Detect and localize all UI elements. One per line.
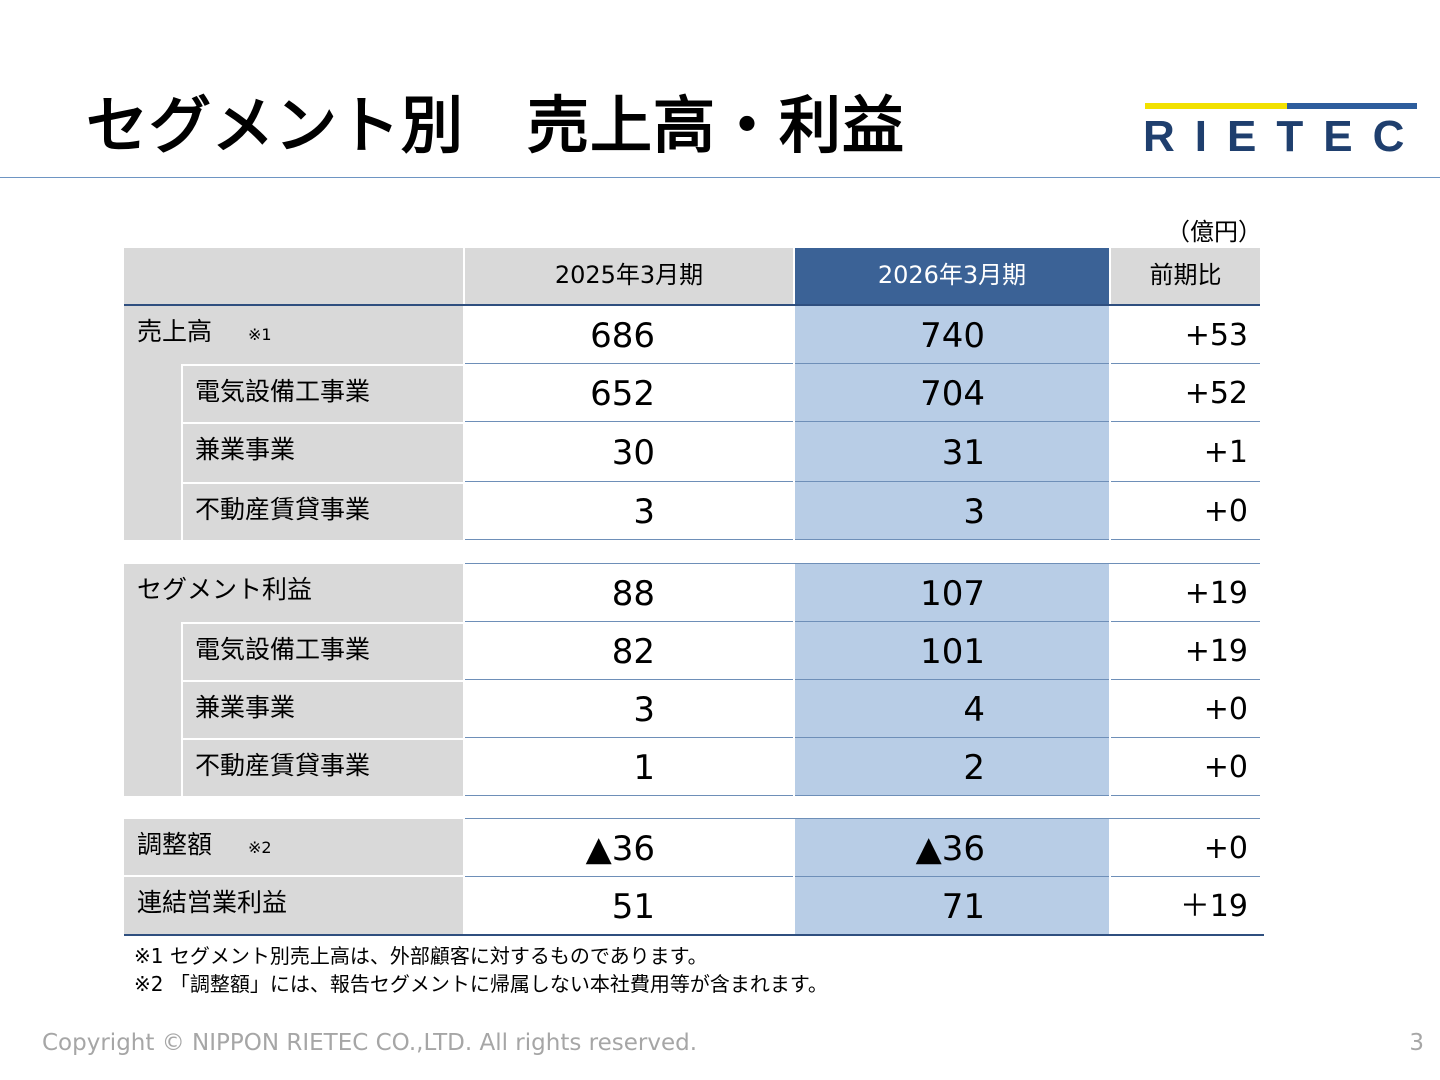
rietec-logo: RIETEC <box>1143 100 1425 161</box>
row-label-sub: 電気設備工事業 <box>181 364 463 422</box>
value-diff: +1 <box>1111 422 1260 482</box>
value-fy2025: 1 <box>465 738 793 796</box>
title-divider <box>0 177 1440 178</box>
value-fy2026: 101 <box>795 622 1109 680</box>
value-fy2026: 740 <box>795 306 1109 364</box>
value-diff: +0 <box>1111 680 1260 738</box>
row-label-sub: 不動産賃貸事業 <box>181 738 463 796</box>
table-row: 売上高 ※1 686 740 +53 <box>124 306 1260 364</box>
value-fy2025: 88 <box>465 564 793 622</box>
row-label-consolidated: 連結営業利益 <box>124 877 463 935</box>
segment-table: 2025年3月期 2026年3月期 前期比 売上高 ※1 686 740 +53… <box>124 248 1264 936</box>
value-fy2025: 30 <box>465 422 793 482</box>
value-diff: +53 <box>1111 306 1260 364</box>
sub-indent: 不動産賃貸事業 <box>124 738 463 796</box>
header-fy2025: 2025年3月期 <box>465 248 793 304</box>
footnote-1: ※1 セグメント別売上高は、外部顧客に対するものであります。 <box>134 944 708 968</box>
table-row: 不動産賃貸事業 1 2 +0 <box>124 738 1260 796</box>
note-marker: ※2 <box>247 838 272 857</box>
header-label-cell <box>124 248 463 304</box>
value-diff: +19 <box>1111 564 1260 622</box>
row-label-segment-profit: セグメント利益 <box>124 564 463 622</box>
row-label-sub: 兼業事業 <box>181 422 463 482</box>
table-row: 兼業事業 3 4 +0 <box>124 680 1260 738</box>
sub-indent: 電気設備工事業 <box>124 622 463 680</box>
header-underline <box>124 304 1260 306</box>
section-separator <box>465 818 1260 819</box>
table-row: 連結営業利益 51 71 ＋19 <box>124 877 1260 935</box>
header-fy2026: 2026年3月期 <box>795 248 1109 304</box>
value-diff: +19 <box>1111 622 1260 680</box>
logo-blue-bar <box>1287 103 1417 109</box>
value-fy2026: 4 <box>795 680 1109 738</box>
section-separator <box>465 563 1260 564</box>
row-label-adjustment: 調整額 ※2 <box>124 819 463 877</box>
table-row: 不動産賃貸事業 3 3 +0 <box>124 482 1260 540</box>
value-diff: ＋19 <box>1179 889 1248 924</box>
value-fy2025: 82 <box>465 622 793 680</box>
value-fy2026: ▲36 <box>795 819 1109 877</box>
sub-indent: 電気設備工事業 <box>124 364 463 422</box>
value-fy2025: 686 <box>465 306 793 364</box>
value-fy2026: 3 <box>795 482 1109 540</box>
table-bottom-rule <box>124 934 1264 936</box>
sub-indent: 兼業事業 <box>124 422 463 482</box>
table-header-row: 2025年3月期 2026年3月期 前期比 <box>124 248 1260 306</box>
page-number: 3 <box>1409 1030 1424 1056</box>
row-label-text: 調整額 <box>137 830 213 859</box>
value-diff: +52 <box>1111 364 1260 422</box>
sub-indent: 兼業事業 <box>124 680 463 738</box>
value-diff: +0 <box>1111 482 1260 540</box>
value-fy2026: 2 <box>795 738 1109 796</box>
value-fy2026: 107 <box>795 564 1109 622</box>
footnote-2: ※2 「調整額」には、報告セグメントに帰属しない本社費用等が含まれます。 <box>134 972 828 996</box>
page-title: セグメント別 売上高・利益 <box>86 89 906 162</box>
row-label-sub: 兼業事業 <box>181 680 463 738</box>
value-fy2025: 3 <box>465 482 793 540</box>
footnotes: ※1 セグメント別売上高は、外部顧客に対するものであります。 ※2 「調整額」に… <box>134 942 828 998</box>
value-diff: +0 <box>1111 738 1260 796</box>
note-marker: ※1 <box>247 325 272 344</box>
row-label-sub: 不動産賃貸事業 <box>181 482 463 540</box>
value-fy2025: 652 <box>465 364 793 422</box>
table-row: 調整額 ※2 ▲36 ▲36 +0 <box>124 819 1260 877</box>
unit-label: （億円） <box>1166 218 1262 246</box>
table-row: 兼業事業 30 31 +1 <box>124 422 1260 482</box>
logo-yellow-bar <box>1145 103 1287 109</box>
value-fy2026: 704 <box>795 364 1109 422</box>
row-label-text: 売上高 <box>137 317 213 346</box>
value-fy2025: 51 <box>611 887 655 927</box>
logo-text: RIETEC <box>1143 112 1425 161</box>
row-label-sub: 電気設備工事業 <box>181 622 463 680</box>
table-row: 電気設備工事業 82 101 +19 <box>124 622 1260 680</box>
row-label-sales: 売上高 ※1 <box>124 306 463 364</box>
sub-indent: 不動産賃貸事業 <box>124 482 463 540</box>
header-diff: 前期比 <box>1111 248 1260 304</box>
value-fy2026: 71 <box>795 877 1109 935</box>
table-row: 電気設備工事業 652 704 +52 <box>124 364 1260 422</box>
value-diff: +0 <box>1111 819 1260 877</box>
value-fy2025: 3 <box>465 680 793 738</box>
copyright-notice: Copyright © NIPPON RIETEC CO.,LTD. All r… <box>42 1030 698 1056</box>
value-fy2026: 31 <box>795 422 1109 482</box>
table-row: セグメント利益 88 107 +19 <box>124 564 1260 622</box>
value-fy2025: ▲36 <box>465 819 793 877</box>
